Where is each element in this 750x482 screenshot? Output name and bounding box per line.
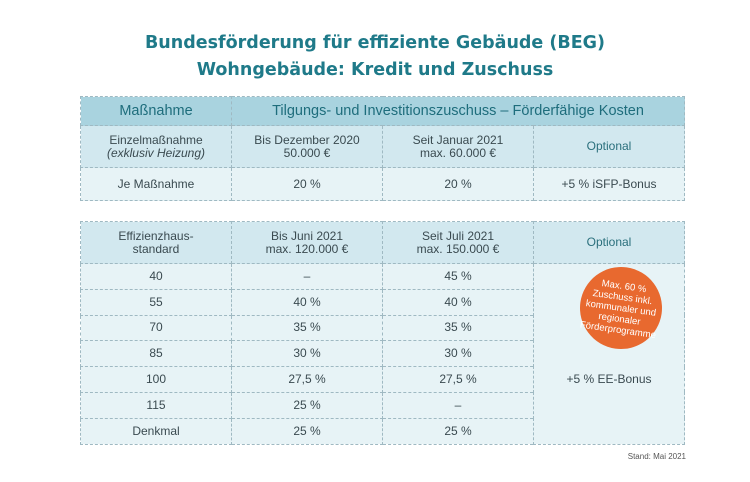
cell: – [231,263,383,290]
label: Effizienzhaus- [118,228,194,243]
table-row: Je Maßnahme 20 % 20 % +5 % iSFP-Bonus [80,167,685,201]
cell: 30 % [382,340,534,368]
cell: 55 [80,288,232,316]
table-row: Denkmal 25 % 25 % [80,417,685,445]
cell: Je Maßnahme [80,167,232,201]
cell: Denkmal [80,417,232,445]
cell: – [382,391,534,419]
label: Seit Juli 2021 [421,228,495,243]
table-row: 100 27,5 % 27,5 % [80,366,685,393]
cell: 35 % [231,314,383,342]
cell: 30 % [231,340,383,368]
header-standard: Effizienzhaus-standard [80,221,232,264]
table-row: 70 35 % 35 % [80,314,685,342]
header-zuschuss: Tilgungs- und Investitionszuschuss – För… [231,96,685,126]
table-row: 55 40 % 40 % [80,288,685,316]
cell: 25 % [231,417,383,445]
header-massnahme: Maßnahme [80,96,232,126]
value: max. 150.000 € [416,241,500,256]
header-bis: Bis Juni 2021 max. 120.000 € [231,221,383,264]
sub-einzel: Einzelmaßnahme (exklusiv Heizung) [80,125,232,168]
label: Bis Dezember 2020 [254,132,360,147]
cell: 25 % [231,391,383,419]
value: max. 60.000 € [419,145,497,160]
cell: 35 % [382,314,534,342]
label: Seit Januar 2021 [412,132,504,147]
title-line-1: Bundesförderung für effiziente Gebäude (… [144,33,606,53]
value: 50.000 € [283,145,331,160]
label: standard [132,241,180,256]
header-optional: Optional [533,221,685,264]
stand-date: Stand: Mai 2021 [627,452,686,461]
cell: 85 [80,340,232,368]
cell: 25 % [382,417,534,445]
table-effizienzhaus: Effizienzhaus-standard Bis Juni 2021 max.… [80,221,685,445]
cell: 27,5 % [231,366,383,393]
table-einzelmassnahme: Maßnahme Tilgungs- und Investitionszuschu… [80,96,685,201]
cell: 100 [80,366,232,393]
header-seit: Seit Juli 2021 max. 150.000 € [382,221,534,264]
label: Einzelmaßnahme [109,132,203,147]
cell: 70 [80,314,232,342]
cell: 27,5 % [382,366,534,393]
cell: 40 % [382,288,534,316]
cell: 20 % [231,167,383,201]
cell: 40 [80,263,232,290]
cell: +5 % iSFP-Bonus [533,167,685,201]
sub-optional: Optional [533,125,685,168]
sub-seit: Seit Januar 2021 max. 60.000 € [382,125,534,168]
value: max. 120.000 € [265,241,349,256]
table-row: 85 30 % 30 % [80,340,685,368]
cell: 45 % [382,263,534,290]
cell: 115 [80,391,232,419]
title-line-2: Wohngebäude: Kredit und Zuschuss [196,60,554,80]
cell: 40 % [231,288,383,316]
sub-bis: Bis Dezember 2020 50.000 € [231,125,383,168]
cell: 20 % [382,167,534,201]
label: Bis Juni 2021 [270,228,344,243]
label-note: (exklusiv Heizung) [106,145,206,160]
